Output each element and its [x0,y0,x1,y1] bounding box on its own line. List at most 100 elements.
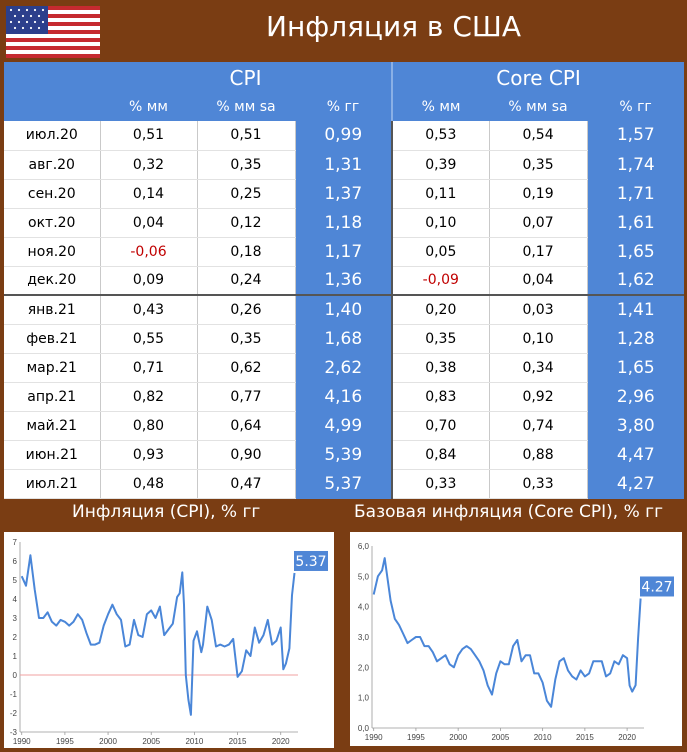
y-tick-label: -2 [10,709,18,718]
y-tick-label: 6,0 [358,542,370,551]
x-tick-label: 1995 [407,733,425,742]
table-row: дек.20 0,09 0,24 1,36 -0,09 0,04 1,62 [4,266,685,296]
y-tick-label: -1 [10,690,18,699]
cell-core-mm: 0,38 [391,353,490,383]
cell-core-mm-sa: 0,07 [489,208,588,238]
col-core-yy: % гг [587,93,685,121]
header: Инфляция в США [0,0,687,62]
row-label: июл.20 [4,121,101,151]
col-cpi-yy: % гг [295,93,393,121]
cell-cpi-mm-sa: 0,64 [197,411,296,441]
cell-cpi-yy: 5,39 [295,440,393,470]
row-label: мар.21 [4,353,101,383]
cell-core-yy: 1,71 [587,179,685,209]
table-row: июн.21 0,93 0,90 5,39 0,84 0,88 4,47 [4,440,685,470]
x-tick-label: 2010 [534,733,552,742]
cell-core-mm: 0,10 [391,208,490,238]
cell-core-mm-sa: 0,10 [489,324,588,354]
last-value-label: 4.27 [641,579,672,595]
x-tick-label: 2015 [576,733,594,742]
us-flag-icon [6,6,100,58]
row-label: дек.20 [4,266,101,296]
cell-cpi-mm: 0,55 [100,324,198,354]
cpi-chart-caption: Инфляция (CPI), % гг [72,502,261,522]
cell-core-yy: 4,27 [587,469,685,499]
cell-core-mm: 0,35 [391,324,490,354]
table-row: сен.20 0,14 0,25 1,37 0,11 0,19 1,71 [4,179,685,209]
col-core-mm: % мм [391,93,490,121]
cell-core-mm-sa: 0,17 [489,237,588,267]
cell-core-mm: 0,53 [391,121,490,151]
cell-core-yy: 4,47 [587,440,685,470]
cell-core-mm: 0,11 [391,179,490,209]
cell-core-mm-sa: 0,35 [489,150,588,180]
cell-cpi-mm-sa: 0,51 [197,121,296,151]
y-tick-label: 7 [13,538,18,547]
cell-core-mm: 0,83 [391,382,490,412]
cell-core-mm: 0,20 [391,294,490,325]
cell-core-mm-sa: 0,92 [489,382,588,412]
cell-core-yy: 1,61 [587,208,685,238]
cell-cpi-mm: 0,48 [100,469,198,499]
cell-core-mm-sa: 0,54 [489,121,588,151]
cell-core-yy: 1,65 [587,353,685,383]
row-label: ноя.20 [4,237,101,267]
cell-core-yy: 1,62 [587,266,685,296]
cell-cpi-mm-sa: 0,62 [197,353,296,383]
core-chart-caption: Базовая инфляция (Core CPI), % гг [354,502,664,522]
cell-core-yy: 1,57 [587,121,685,151]
cpi-chart: -3 -2 -1 0 1 2 3 4 5 6 7 1990 1995 2000 2005 2010 2015 20… [4,532,334,748]
cell-cpi-yy: 1,36 [295,266,393,296]
y-tick-label: 4 [13,595,18,604]
cell-core-mm: 0,05 [391,237,490,267]
series-line [20,554,296,716]
group-core-cpi: Core CPI [391,62,685,93]
cell-cpi-yy: 1,40 [295,294,393,325]
x-tick-label: 2020 [272,737,290,746]
x-tick-label: 1990 [365,733,383,742]
x-tick-label: 2010 [185,737,203,746]
cell-cpi-mm-sa: 0,12 [197,208,296,238]
cell-cpi-mm-sa: 0,26 [197,294,296,325]
y-tick-label: 4,0 [358,603,370,612]
cell-core-mm: 0,84 [391,440,490,470]
cell-cpi-mm-sa: 0,18 [197,237,296,267]
cell-core-yy: 1,65 [587,237,685,267]
y-tick-label: 5,0 [358,572,370,581]
cell-core-mm-sa: 0,19 [489,179,588,209]
y-tick-label: 2 [13,633,18,642]
last-value-label: 5.37 [295,554,326,570]
table-row: июл.21 0,48 0,47 5,37 0,33 0,33 4,27 [4,469,685,499]
row-label: июл.21 [4,469,101,499]
cell-cpi-mm: 0,82 [100,382,198,412]
cell-cpi-mm: -0,06 [100,237,198,267]
col-cpi-mm-sa: % мм sa [197,93,295,121]
cell-core-mm: 0,39 [391,150,490,180]
cell-cpi-mm: 0,14 [100,179,198,209]
cell-core-yy: 1,28 [587,324,685,354]
cell-cpi-mm-sa: 0,25 [197,179,296,209]
y-tick-label: 3,0 [358,633,370,642]
table-row: ноя.20 -0,06 0,18 1,17 0,05 0,17 1,65 [4,237,685,267]
row-label: июн.21 [4,440,101,470]
x-tick-label: 1990 [13,737,31,746]
cell-core-yy: 1,41 [587,294,685,325]
table-row: фев.21 0,55 0,35 1,68 0,35 0,10 1,28 [4,324,685,354]
y-tick-label: 1 [13,652,18,661]
table-row: апр.21 0,82 0,77 4,16 0,83 0,92 2,96 [4,382,685,412]
row-label: авг.20 [4,150,101,180]
row-label: май.21 [4,411,101,441]
cell-core-yy: 1,74 [587,150,685,180]
cell-cpi-mm-sa: 0,35 [197,324,296,354]
cell-cpi-yy: 4,99 [295,411,393,441]
x-tick-label: 2005 [491,733,509,742]
col-core-mm-sa: % мм sa [489,93,588,121]
y-tick-label: -3 [10,728,18,737]
x-tick-label: 2000 [449,733,467,742]
table-row: авг.20 0,32 0,35 1,31 0,39 0,35 1,74 [4,150,685,180]
cell-cpi-mm: 0,43 [100,294,198,325]
last-value-box [640,576,674,597]
cell-core-mm: -0,09 [391,266,490,296]
cell-cpi-yy: 1,37 [295,179,393,209]
cell-core-yy: 2,96 [587,382,685,412]
